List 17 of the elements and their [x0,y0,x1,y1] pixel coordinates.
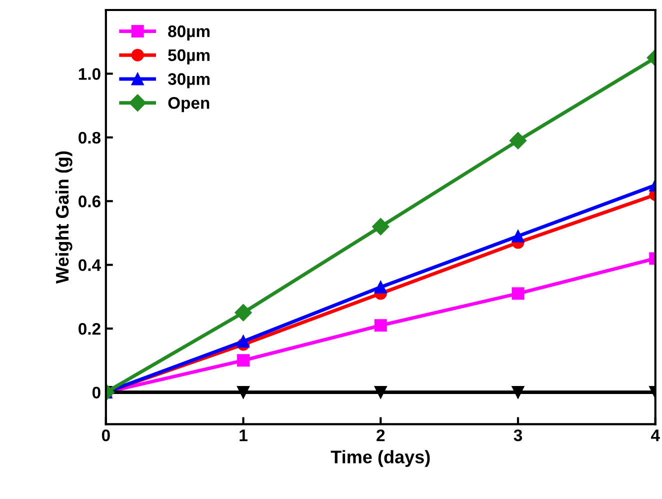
y-tick-label: 0.6 [78,196,100,208]
legend-label: Open [168,97,210,112]
legend-label: 80µm [168,25,210,41]
x-tick-label: 0 [102,429,110,442]
x-tick-label: 3 [514,429,522,442]
y-tick-label: 0.2 [78,322,100,335]
legend-label: 50µm [168,49,210,64]
legend-label: 30µm [168,73,210,88]
y-axis-title: Weight Gain (g) [55,151,72,284]
x-tick-label: 2 [376,429,385,442]
y-tick-label: 1.0 [78,68,100,80]
y-tick-label: 0.8 [78,132,101,144]
y-tick-label: 0.4 [78,259,101,272]
x-tick-label: 1 [240,430,248,442]
x-tick-label: 4 [651,430,660,442]
x-axis-title: Time (days) [330,450,430,467]
y-tick-label: 0 [92,386,100,398]
